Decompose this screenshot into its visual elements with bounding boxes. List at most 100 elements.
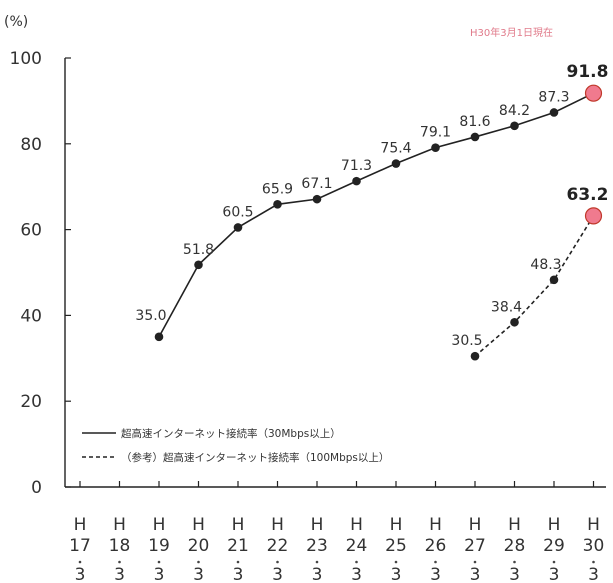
x-tick-label-era: H <box>508 515 521 535</box>
x-tick-separator-dot <box>236 560 240 564</box>
data-label: 35.0 <box>135 308 166 324</box>
x-tick-separator-dot <box>592 560 595 564</box>
y-tick-label: 60 <box>20 221 42 241</box>
x-tick-label-year: 18 <box>109 536 131 556</box>
data-point <box>352 176 361 186</box>
x-tick-label-month: 3 <box>588 565 599 583</box>
x-tick-label-era: H <box>350 515 363 535</box>
data-point <box>470 351 480 361</box>
data-label: 87.3 <box>538 89 569 105</box>
y-tick-label: 20 <box>20 392 42 412</box>
x-tick-label-month: 3 <box>114 565 125 583</box>
x-ticks: H173H183H193H203H213H223H233H243H253H263… <box>69 481 604 583</box>
data-label: 30.5 <box>451 333 482 349</box>
data-point <box>312 194 322 204</box>
data-label: 91.8 <box>567 62 609 82</box>
y-tick-label: 80 <box>20 135 42 155</box>
x-tick-label-era: H <box>74 515 87 535</box>
data-label: 38.4 <box>491 299 522 315</box>
x-tick-separator-dot <box>78 560 82 564</box>
x-tick-label-era: H <box>232 515 245 535</box>
x-tick-label-era: H <box>548 515 561 535</box>
x-tick-label-month: 3 <box>154 565 165 583</box>
x-tick-label-year: 26 <box>425 536 447 556</box>
legend-label-1: （参考）超高速インターネット接続率（100Mbps以上） <box>121 451 389 464</box>
data-label: 48.3 <box>530 257 561 273</box>
x-tick-label-month: 3 <box>391 565 402 583</box>
x-tick-label-year: 22 <box>267 536 289 556</box>
series-line-1 <box>474 215 595 357</box>
x-tick-label-month: 3 <box>272 565 283 583</box>
x-tick-label-era: H <box>311 515 324 535</box>
x-tick-separator-dot <box>157 560 161 564</box>
data-point <box>194 260 203 270</box>
data-point <box>470 132 480 142</box>
x-tick-label-month: 3 <box>233 565 244 583</box>
data-label: 51.8 <box>183 242 214 258</box>
data-point <box>233 223 243 232</box>
x-tick-separator-dot <box>118 560 121 564</box>
x-tick-label-era: H <box>113 515 126 535</box>
data-label: 81.6 <box>459 114 490 130</box>
y-tick-label: 0 <box>31 478 42 498</box>
data-label: 65.9 <box>262 181 293 197</box>
data-point <box>273 199 282 209</box>
y-tick-label: 100 <box>10 49 42 69</box>
x-tick-label-month: 3 <box>193 565 204 583</box>
x-tick-label-year: 20 <box>188 536 210 556</box>
data-point <box>549 108 559 117</box>
x-tick-label-era: H <box>271 515 284 535</box>
data-point <box>431 143 440 152</box>
data-point <box>549 275 559 285</box>
x-tick-label-era: H <box>192 515 205 535</box>
y-unit-label: (%) <box>4 14 28 30</box>
data-point <box>154 332 164 342</box>
data-label: 63.2 <box>567 185 609 205</box>
x-tick-label-month: 3 <box>75 565 86 583</box>
x-tick-label-year: 21 <box>227 536 249 556</box>
series-line-0 <box>158 92 594 338</box>
x-tick-separator-dot <box>552 560 556 564</box>
x-tick-separator-dot <box>197 560 200 564</box>
data-label: 60.5 <box>222 204 253 220</box>
series-group: 35.0 51.8 60.5 65.9 67.1 71.3 75.4 79.1 81.6 84.2… <box>135 62 609 361</box>
x-tick-label-month: 3 <box>351 565 362 583</box>
x-tick-label-era: H <box>153 515 166 535</box>
x-tick-label-era: H <box>469 515 482 535</box>
date-note: H30年3月1日現在 <box>470 26 553 39</box>
data-label: 75.4 <box>380 141 411 157</box>
data-label: 71.3 <box>341 158 372 174</box>
x-tick-label-month: 3 <box>470 565 481 583</box>
x-tick-label-year: 19 <box>148 536 170 556</box>
x-tick-label-year: 23 <box>306 536 328 556</box>
data-label: 84.2 <box>499 103 530 119</box>
x-tick-label-era: H <box>587 515 600 535</box>
x-tick-separator-dot <box>473 560 477 564</box>
x-tick-separator-dot <box>315 560 319 564</box>
highlight-point <box>584 84 603 102</box>
x-tick-separator-dot <box>434 560 437 564</box>
data-label: 67.1 <box>301 176 332 192</box>
x-tick-label-era: H <box>390 515 403 535</box>
x-tick-separator-dot <box>394 560 398 564</box>
x-tick-label-year: 25 <box>385 536 407 556</box>
axes <box>64 58 606 488</box>
x-tick-label-year: 28 <box>504 536 526 556</box>
x-tick-separator-dot <box>276 560 279 564</box>
x-tick-label-month: 3 <box>509 565 520 583</box>
x-tick-label-month: 3 <box>312 565 323 583</box>
x-tick-label-year: 27 <box>464 536 486 556</box>
x-tick-label-era: H <box>429 515 442 535</box>
y-tick-label: 40 <box>20 306 42 326</box>
legend: 超高速インターネット接続率（30Mbps以上） （参考）超高速インターネット接続率… <box>82 427 389 464</box>
x-tick-label-year: 29 <box>543 536 565 556</box>
x-tick-label-year: 17 <box>69 536 91 556</box>
x-tick-label-month: 3 <box>430 565 441 583</box>
data-point <box>510 121 519 131</box>
x-tick-separator-dot <box>513 560 516 564</box>
data-point <box>510 317 519 327</box>
highlight-point <box>584 207 603 225</box>
x-tick-label-month: 3 <box>549 565 560 583</box>
data-label: 79.1 <box>420 125 451 141</box>
